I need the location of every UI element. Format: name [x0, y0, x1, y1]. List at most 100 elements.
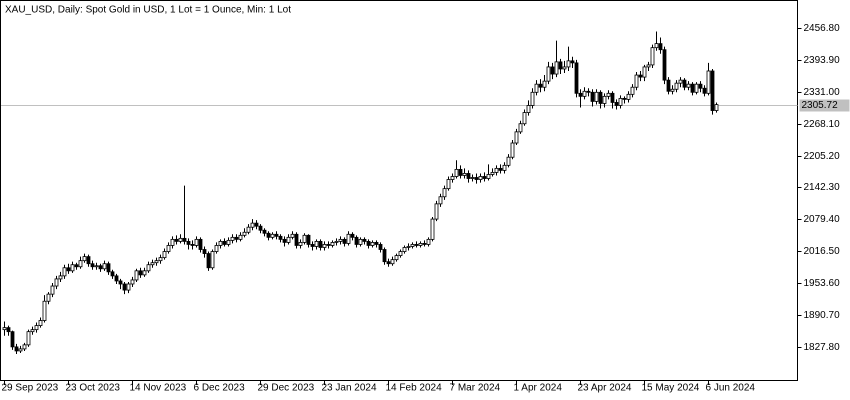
candle-body	[86, 256, 91, 265]
candle-body	[334, 240, 339, 243]
candle-body	[234, 236, 239, 240]
y-tick-label: 1953.60	[804, 278, 841, 289]
candle-body	[598, 91, 603, 104]
candle-body	[358, 238, 363, 245]
candle-body	[494, 167, 499, 173]
candle-body	[674, 82, 679, 90]
current-price-tag	[799, 99, 850, 112]
candle-body	[626, 93, 631, 100]
candle-body	[586, 90, 591, 93]
candle-body	[666, 79, 671, 92]
candle-body	[66, 267, 71, 272]
candle-body	[18, 348, 23, 352]
candle-body	[146, 264, 151, 272]
candle-body	[2, 327, 7, 331]
candle-body	[302, 234, 307, 243]
candle-body	[246, 226, 251, 233]
candle-body	[38, 320, 43, 326]
chart-title: XAU_USD, Daily: Spot Gold in USD, 1 Lot …	[5, 5, 291, 16]
y-tick-label: 2142.30	[804, 182, 841, 193]
candle-body	[134, 270, 139, 281]
candle-body	[322, 244, 327, 248]
candle-body	[630, 86, 635, 95]
candle-body	[678, 79, 683, 84]
candle-body	[90, 263, 95, 268]
candle-body	[26, 331, 31, 346]
candle-body	[282, 238, 287, 243]
candle-body	[550, 66, 555, 75]
x-tick-label: 14 Feb 2024	[386, 383, 443, 394]
candle-body	[74, 264, 79, 268]
candle-body	[406, 246, 411, 248]
x-tick-label: 6 Jun 2024	[706, 383, 756, 394]
candle-body	[606, 92, 611, 97]
candle-body	[22, 344, 27, 350]
candle-body	[414, 244, 419, 246]
candle-body	[430, 218, 435, 240]
candle-body	[502, 164, 507, 171]
candle-body	[694, 83, 699, 93]
candle-body	[662, 49, 667, 81]
candle-body	[106, 263, 111, 273]
candle-body	[458, 168, 463, 176]
candle-body	[702, 87, 707, 94]
candle-body	[690, 83, 695, 93]
y-tick-label: 2016.50	[804, 246, 841, 257]
candle-body	[130, 279, 135, 285]
candle-body	[366, 240, 371, 246]
candle-body	[202, 249, 207, 254]
candle-body	[418, 243, 423, 246]
x-tick-label: 23 Oct 2023	[66, 383, 121, 394]
candle-body	[610, 92, 615, 103]
candle-body	[62, 267, 67, 277]
candle-body	[102, 263, 107, 270]
candle-body	[258, 225, 263, 231]
candle-body	[654, 43, 659, 49]
candle-body	[574, 62, 579, 94]
candle-body	[614, 102, 619, 106]
candle-body	[650, 47, 655, 66]
candle-body	[374, 242, 379, 245]
candle-body	[226, 239, 231, 245]
candle-body	[70, 264, 75, 272]
y-tick-label: 1890.70	[804, 310, 841, 321]
candle-body	[410, 244, 415, 247]
candle-body	[310, 244, 315, 247]
candle-body	[622, 97, 627, 100]
candle-body	[646, 64, 651, 68]
candle-body	[386, 261, 391, 265]
x-tick-label: 7 Mar 2024	[450, 383, 501, 394]
candle-body	[318, 240, 323, 248]
candle-body	[710, 70, 715, 111]
candle-body	[286, 236, 291, 243]
candle-body	[50, 285, 55, 295]
candle-body	[230, 236, 235, 241]
candle-body	[158, 257, 163, 262]
y-tick-label: 1827.80	[804, 342, 841, 353]
candle-body	[54, 278, 59, 287]
candle-body	[530, 91, 535, 106]
candle-body	[210, 251, 215, 269]
candle-body	[150, 262, 155, 266]
candle-body	[506, 156, 511, 166]
candle-body	[362, 238, 367, 242]
candle-body	[382, 249, 387, 263]
candle-body	[14, 346, 19, 352]
candle-body	[346, 233, 351, 244]
candle-body	[30, 329, 35, 333]
plot-frame	[0, 0, 798, 381]
y-tick-label: 2393.90	[804, 55, 841, 66]
candle-body	[602, 95, 607, 104]
candle-body	[278, 235, 283, 240]
x-tick-label: 23 Apr 2024	[578, 383, 632, 394]
candle-body	[154, 260, 159, 264]
candle-body	[522, 112, 527, 125]
candle-body	[182, 237, 187, 242]
x-tick-label: 6 Dec 2023	[194, 383, 246, 394]
candle-body	[422, 243, 427, 245]
candle-body	[138, 270, 143, 276]
candle-body	[354, 236, 359, 245]
candle-body	[578, 92, 583, 97]
candle-body	[6, 327, 11, 333]
